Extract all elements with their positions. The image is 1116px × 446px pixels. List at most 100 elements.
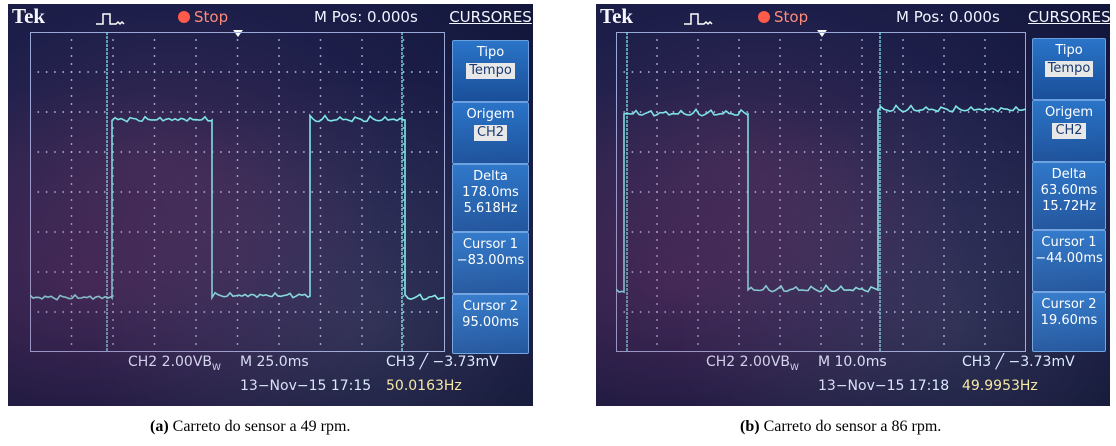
grid-dot (236, 63, 239, 65)
grid-dot (656, 103, 658, 105)
grid-dot (779, 39, 781, 41)
grid-dot (203, 311, 206, 313)
grid-dot (861, 247, 863, 249)
grid-dot (128, 231, 131, 233)
grid-dot (352, 231, 355, 233)
waveform-graticule: 2 (30, 32, 445, 352)
grid-dot (992, 71, 995, 73)
grid-dot (926, 311, 929, 313)
grid-dot (236, 287, 239, 289)
grid-dot (869, 231, 872, 233)
grid-dot (278, 343, 280, 345)
grid-dot (820, 87, 822, 89)
grid-dot (820, 247, 822, 249)
grid-dot (319, 303, 322, 305)
menu-tipo-button[interactable]: Tipo Tempo (1032, 38, 1106, 100)
grid-dot (278, 271, 280, 273)
grid-dot (820, 151, 822, 153)
grid-dot (951, 231, 954, 233)
grid-dot (1008, 191, 1011, 193)
grid-dot (779, 79, 781, 81)
grid-dot (861, 311, 863, 313)
grid-dot (70, 111, 73, 113)
grid-dot (943, 87, 945, 89)
grid-dot (402, 271, 405, 273)
grid-dot (697, 311, 699, 313)
menu-cursor2-button[interactable]: Cursor 2 19.60ms (1032, 292, 1106, 352)
grid-dot (402, 199, 405, 201)
grid-dot (70, 311, 73, 313)
menu-cursor2-button[interactable]: Cursor 2 95.00ms (452, 294, 529, 354)
grid-dot (361, 79, 363, 81)
grid-dot (427, 151, 430, 153)
grid-dot (918, 151, 921, 153)
horizontal-position: M Pos: 0.000s (314, 8, 418, 26)
grid-dot (656, 327, 658, 329)
horizontal-position: M Pos: 0.000s (896, 8, 1000, 26)
grid-dot (746, 71, 749, 73)
trigger-readout: CH3 ╱ −3.73mV (962, 354, 1075, 370)
grid-dot (128, 71, 131, 73)
grid-dot (62, 151, 65, 153)
grid-dot (402, 111, 405, 113)
grid-dot (861, 215, 863, 217)
grid-dot (820, 255, 822, 257)
grid-dot (319, 287, 322, 289)
grid-dot (253, 271, 256, 273)
menu-origem-button[interactable]: Origem CH2 (452, 102, 529, 164)
grid-dot (943, 311, 945, 313)
grid-dot (145, 191, 148, 193)
menu-origem-button[interactable]: Origem CH2 (1032, 100, 1106, 162)
grid-dot (762, 71, 765, 73)
grid-dot (656, 231, 658, 233)
grid-dot (195, 207, 197, 209)
grid-dot (236, 199, 239, 201)
grid-dot (795, 311, 798, 313)
grid-dot (344, 71, 347, 73)
grid-dot (278, 159, 280, 161)
menu-tipo-button[interactable]: Tipo Tempo (452, 40, 529, 102)
grid-dot (278, 111, 280, 113)
grid-dot (319, 103, 322, 105)
grid-dot (779, 167, 781, 169)
grid-dot (820, 271, 822, 273)
tipo-value: Tempo (466, 63, 515, 79)
grid-dot (943, 39, 945, 41)
grid-dot (70, 191, 73, 193)
grid-dot (269, 111, 272, 113)
grid-dot (361, 55, 363, 57)
grid-dot (885, 191, 888, 193)
menu-cursor1-button[interactable]: Cursor 1 −83.00ms (452, 232, 529, 294)
grid-dot (934, 191, 937, 193)
grid-dot (967, 231, 970, 233)
grid-dot (112, 335, 114, 337)
grid-dot (828, 271, 831, 273)
grid-dot (869, 71, 872, 73)
grid-dot (203, 111, 206, 113)
grid-dot (943, 247, 945, 249)
grid-dot (427, 231, 430, 233)
grid-dot (402, 103, 405, 105)
grid-dot (45, 311, 48, 313)
origem-value: CH2 (473, 125, 508, 141)
grid-dot (319, 231, 322, 233)
grid-dot (303, 151, 305, 153)
grid-dot (78, 151, 81, 153)
grid-dot (87, 111, 89, 113)
grid-dot (394, 111, 397, 113)
grid-dot (959, 231, 962, 233)
grid-dot (269, 231, 272, 233)
grid-dot (984, 247, 986, 249)
menu-cursor1-button[interactable]: Cursor 1 −44.00ms (1032, 230, 1106, 292)
grid-dot (984, 207, 986, 209)
grid-dot (893, 271, 896, 273)
grid-dot (45, 231, 48, 233)
grid-dot (153, 159, 156, 161)
grid-dot (688, 311, 691, 313)
grid-dot (195, 287, 197, 289)
grid-dot (203, 191, 206, 193)
grid-dot (656, 255, 658, 257)
grid-dot (787, 271, 790, 273)
grid-dot (70, 319, 73, 321)
grid-dot (779, 119, 781, 121)
